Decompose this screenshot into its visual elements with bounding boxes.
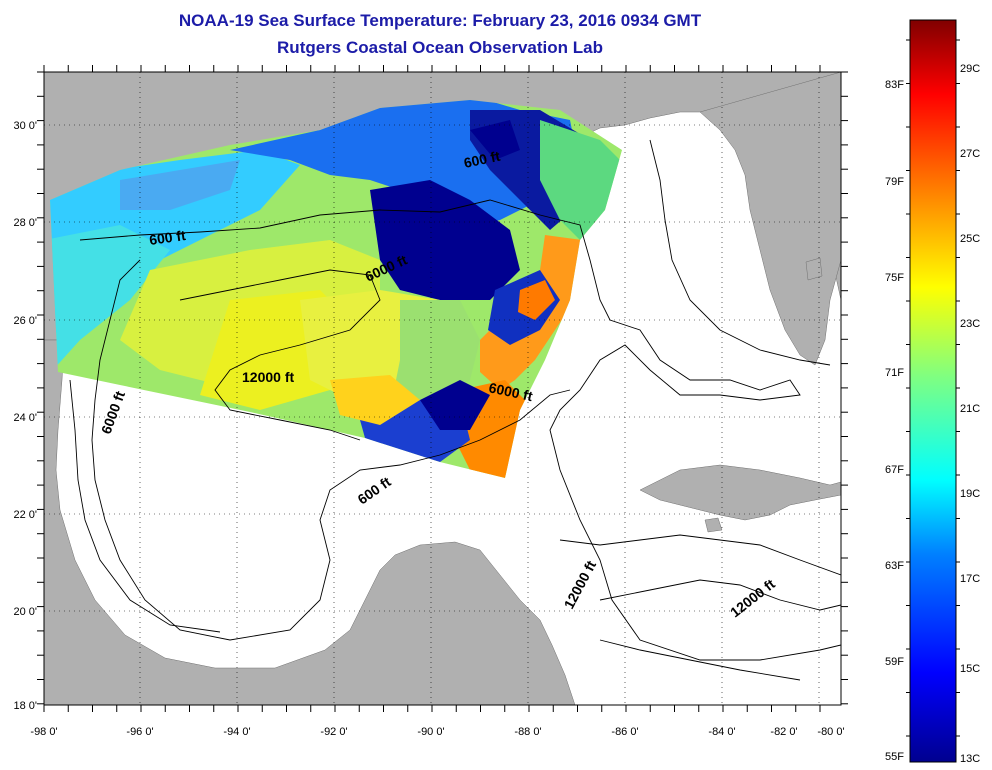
colorbar-gradient xyxy=(909,19,957,763)
lat-tick-label: 18 0' xyxy=(13,700,37,712)
contour-12000ft xyxy=(179,269,381,441)
isle-of-youth xyxy=(704,517,723,533)
contour-mexico-shelf xyxy=(69,379,221,633)
colorbar: 83F 79F 75F 71F 67F 63F 59F 55F 29C 27C … xyxy=(885,19,980,765)
colorbar-c-label: 15C xyxy=(960,663,980,675)
colorbar-f-label: 63F xyxy=(885,560,904,572)
lat-tick-label: 24 0' xyxy=(13,412,37,424)
map-title: NOAA-19 Sea Surface Temperature: Februar… xyxy=(178,11,702,30)
lon-tick-label: -96 0' xyxy=(126,726,153,738)
florida-peninsula xyxy=(699,72,841,366)
land-masses xyxy=(44,72,841,705)
lon-tick-label: -86 0' xyxy=(611,726,638,738)
lon-tick-label: -80 0' xyxy=(817,726,844,738)
contour-600ft xyxy=(79,199,841,661)
colorbar-f-label: 79F xyxy=(885,176,904,188)
colorbar-c-label: 13C xyxy=(960,753,980,765)
latitude-axis: 30 0' 28 0' 26 0' 24 0' 22 0' 20 0' 18 0… xyxy=(13,120,37,712)
contour-label: 600 ft xyxy=(462,148,501,171)
colorbar-c-label: 23C xyxy=(960,318,980,330)
lon-tick-label: -92 0' xyxy=(320,726,347,738)
lon-tick-label: -82 0' xyxy=(770,726,797,738)
mexico-landmass xyxy=(44,339,576,705)
lat-tick-label: 22 0' xyxy=(13,509,37,521)
colorbar-c-label: 21C xyxy=(960,403,980,415)
colorbar-c-label: 27C xyxy=(960,148,980,160)
contour-label: 12000 ft xyxy=(242,369,294,385)
map-frame xyxy=(43,71,842,706)
lon-tick-label: -88 0' xyxy=(514,726,541,738)
lon-tick-label: -98 0' xyxy=(30,726,57,738)
colorbar-f-label: 71F xyxy=(885,367,904,379)
colorbar-ticks xyxy=(906,39,960,737)
contour-caribbean xyxy=(559,534,841,681)
contour-florida-shelf xyxy=(649,139,831,366)
colorbar-f-label: 59F xyxy=(885,656,904,668)
colorbar-c-label: 25C xyxy=(960,233,980,245)
colorbar-c-label: 29C xyxy=(960,63,980,75)
colorbar-f-label: 67F xyxy=(885,464,904,476)
lon-tick-label: -90 0' xyxy=(417,726,444,738)
axis-ticks xyxy=(37,65,848,712)
longitude-axis: -98 0' -96 0' -94 0' -92 0' -90 0' -88 0… xyxy=(30,726,844,738)
bathymetry-contours xyxy=(69,139,841,681)
graticule xyxy=(44,72,841,705)
colorbar-f-label: 55F xyxy=(885,751,904,763)
cuba xyxy=(639,464,841,521)
lat-tick-label: 20 0' xyxy=(13,606,37,618)
lat-tick-label: 30 0' xyxy=(13,120,37,132)
contour-label: 600 ft xyxy=(148,227,187,248)
lat-tick-label: 26 0' xyxy=(13,315,37,327)
colorbar-f-label: 83F xyxy=(885,79,904,91)
lat-tick-label: 28 0' xyxy=(13,217,37,229)
contour-6000ft xyxy=(91,259,571,641)
island-east xyxy=(805,257,823,281)
map-subtitle: Rutgers Coastal Ocean Observation Lab xyxy=(277,38,603,57)
lon-tick-label: -84 0' xyxy=(708,726,735,738)
colorbar-f-label: 75F xyxy=(885,272,904,284)
colorbar-c-label: 17C xyxy=(960,573,980,585)
lon-tick-label: -94 0' xyxy=(223,726,250,738)
colorbar-c-label: 19C xyxy=(960,488,980,500)
